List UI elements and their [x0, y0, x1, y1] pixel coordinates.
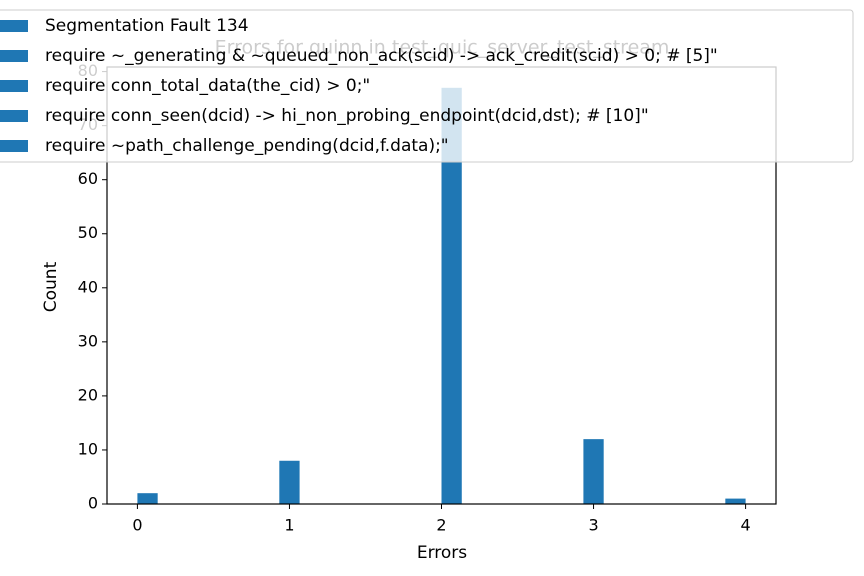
legend-label: require ~path_challenge_pending(dcid,f.d… [45, 136, 449, 156]
bar [137, 493, 158, 504]
y-tick-label: 20 [78, 385, 98, 404]
y-tick-label: 10 [78, 439, 98, 458]
x-tick-label: 1 [284, 516, 294, 535]
y-tick-label: 50 [78, 223, 98, 242]
x-axis-label: Errors [417, 543, 467, 563]
y-tick-label: 40 [78, 277, 98, 296]
x-tick-label: 0 [132, 516, 142, 535]
legend-swatch [0, 20, 28, 32]
legend-swatch [0, 110, 28, 122]
x-tick-label: 3 [588, 516, 598, 535]
bar [583, 439, 604, 504]
legend: Segmentation Fault 134 require ~_generati… [0, 9, 854, 163]
legend-swatch [0, 80, 28, 92]
legend-label: Segmentation Fault 134 [45, 16, 249, 36]
bar [725, 498, 746, 504]
legend-swatch [0, 50, 28, 62]
legend-label: require conn_total_data(the_cid) > 0;" [45, 76, 370, 96]
legend-swatch [0, 140, 28, 152]
x-tick-label: 4 [740, 516, 750, 535]
y-tick-label: 60 [78, 169, 98, 188]
y-tick-label: 0 [88, 494, 98, 513]
legend-label: require conn_seen(dcid) -> hi_non_probin… [45, 106, 649, 126]
y-axis-label: Count [41, 261, 61, 312]
legend-frame [0, 9, 854, 163]
legend-label: require ~_generating & ~queued_non_ack(s… [45, 46, 718, 66]
x-tick-label: 2 [436, 516, 446, 535]
bar [279, 460, 300, 504]
bar [441, 87, 462, 505]
y-tick-label: 30 [78, 331, 98, 350]
